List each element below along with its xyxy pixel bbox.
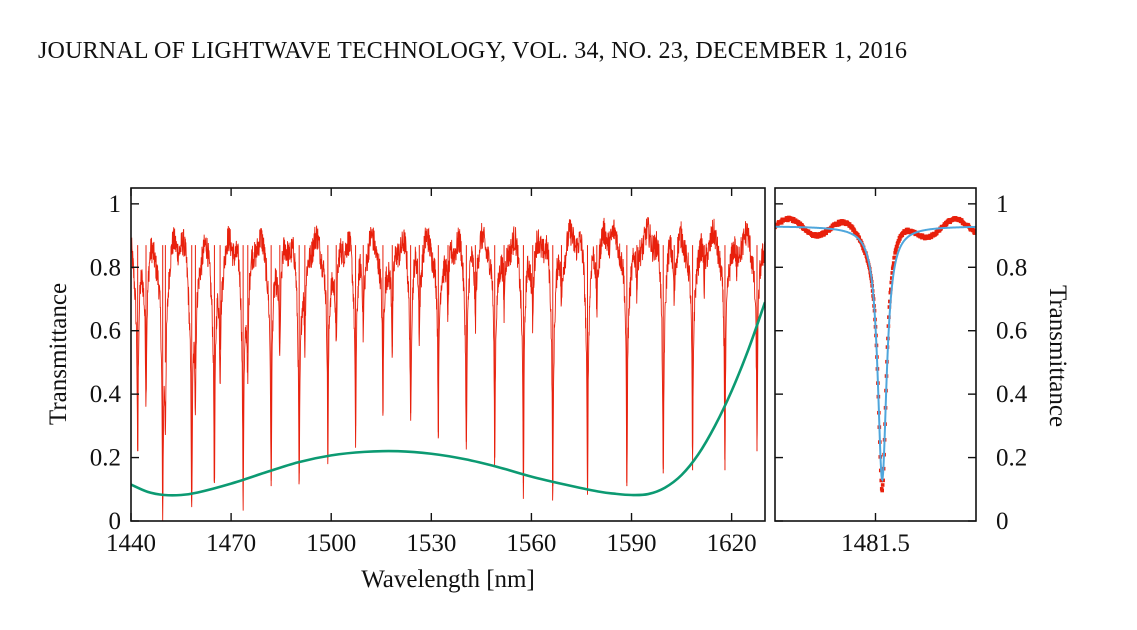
y-tick-label: 0.4 [90,381,122,408]
measured-point [779,220,784,225]
measured-point [892,255,897,260]
inset-y-tick-label: 0.2 [996,445,1027,472]
inset-x-tick-label: 1481.5 [841,530,910,557]
measured-point [934,231,939,236]
measured-point [891,261,896,265]
lorentzian-fit-line [775,225,976,482]
measured-point [830,225,834,230]
main-plot-frame [130,187,766,522]
measured-point [898,237,902,241]
measured-point [837,222,842,226]
measured-point [880,483,885,487]
main-plot-area [131,217,765,521]
inset-axis-ticks: 1481.5 0 0.2 0.4 0.6 0.8 1 [775,188,1028,557]
measured-point [880,488,884,493]
main-x-axis-label: Wavelength [nm] [361,566,535,593]
measured-point [889,280,894,285]
measured-point [855,232,860,237]
measured-point [857,236,862,240]
measured-point [791,216,796,221]
inset-panel: 1481.5 0 0.2 0.4 0.6 0.8 1 Transmittance [774,187,1071,557]
measured-point [890,266,895,271]
x-tick-label: 1560 [506,530,556,557]
measured-point [890,271,895,275]
y-tick-label: 1 [109,191,122,218]
y-tick-label: 0.8 [90,254,121,281]
measured-point [897,239,901,243]
measured-point [819,234,824,238]
envelope-curve [131,301,765,497]
measured-point [824,231,829,236]
running-title: JOURNAL OF LIGHTWAVE TECHNOLOGY, VOL. 34… [38,38,908,64]
x-tick-label: 1440 [106,530,156,557]
x-tick-label: 1590 [607,530,657,557]
measured-point [900,233,905,238]
measured-point [974,229,976,234]
inset-y-tick-label: 0 [996,508,1009,535]
measured-point [776,223,780,227]
y-tick-label: 0 [109,508,122,535]
x-tick-label: 1530 [406,530,456,557]
inset-y-axis-label: Transmittance [1044,285,1071,427]
measured-point [786,218,790,223]
main-y-axis-label: Transmittance [45,283,72,425]
inset-plot-frame [774,187,977,522]
measured-point [915,231,920,236]
measured-point [889,276,894,280]
x-tick-label: 1620 [707,530,757,557]
measured-point [906,227,910,232]
inset-y-tick-label: 1 [996,191,1009,218]
inset-y-tick-label: 0.6 [996,318,1027,345]
measured-point [894,247,898,252]
measured-point [895,244,899,249]
x-tick-label: 1500 [306,530,356,557]
inset-plot-area [775,215,976,493]
inset-y-tick-label: 0.8 [996,254,1027,281]
measured-point [893,251,897,255]
x-tick-label: 1470 [206,530,256,557]
inset-y-tick-label: 0.4 [996,381,1028,408]
main-axis-ticks: 1440 1470 1500 1530 1560 1590 1620 0 0.2 0.4 0.6 0.… [90,188,757,557]
measured-point [850,225,855,229]
main-panel: 1440 1470 1500 1530 1560 1590 1620 0 0.2 0.4 0.6 0.… [45,187,766,593]
measured-point [862,249,867,253]
measured-point [891,264,896,269]
y-tick-label: 0.2 [90,445,121,472]
y-tick-label: 0.6 [90,318,121,345]
measured-point [879,478,884,483]
